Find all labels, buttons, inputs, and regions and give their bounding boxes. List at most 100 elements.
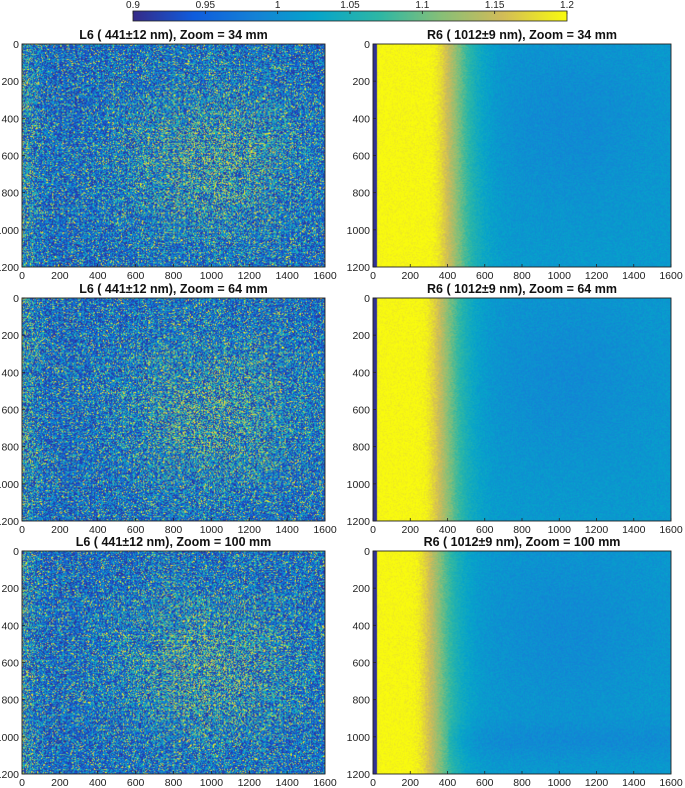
x-tick-label: 600	[127, 777, 145, 788]
x-tick-label: 1400	[275, 777, 299, 788]
heatmap-panel-2: R6 ( 1012±9 nm), Zoom = 34 mm 0 200 400 600 8…	[347, 28, 683, 282]
x-tick-label: 200	[401, 777, 419, 788]
y-tick-label: 200	[1, 583, 19, 595]
x-tick-label: 200	[51, 524, 69, 536]
y-tick-label: 600	[1, 658, 19, 670]
x-tick-label: 1200	[238, 524, 262, 536]
y-tick-label: 600	[352, 658, 370, 670]
x-tick-label: 200	[401, 524, 419, 536]
y-tick-label: 0	[364, 293, 370, 305]
x-tick-label: 1000	[200, 524, 224, 536]
x-tick-label: 1000	[200, 777, 224, 788]
x-tick-label: 800	[513, 777, 531, 788]
x-tick-label: 1600	[659, 777, 683, 788]
colorbar-tick-label: 1.05	[340, 0, 360, 11]
colorbar-tick-label: 1	[275, 0, 281, 11]
x-tick-label: 1600	[659, 524, 683, 536]
x-tick-label: 600	[127, 270, 145, 282]
colorbar-tick-label: 0.95	[196, 0, 216, 11]
x-tick-label: 400	[89, 270, 107, 282]
y-tick-label: 200	[1, 76, 19, 88]
x-tick-label: 400	[89, 524, 107, 536]
y-tick-label: 1200	[0, 516, 19, 528]
y-tick-label: 0	[13, 546, 19, 558]
x-tick-label: 1600	[313, 524, 337, 536]
y-tick-label: 1200	[0, 769, 19, 781]
x-tick-label: 800	[165, 777, 183, 788]
y-tick-label: 1000	[347, 479, 371, 491]
x-tick-label: 200	[401, 270, 419, 282]
y-tick-label: 0	[364, 39, 370, 51]
panel-title: R6 ( 1012±9 nm), Zoom = 34 mm	[427, 28, 617, 42]
y-tick-label: 400	[1, 367, 19, 379]
x-tick-label: 1400	[622, 777, 646, 788]
y-tick-label: 1000	[347, 732, 371, 744]
panel-title: L6 ( 441±12 nm), Zoom = 100 mm	[76, 535, 271, 549]
heatmap-panel-4: R6 ( 1012±9 nm), Zoom = 64 mm 0 200 400 600 8…	[347, 282, 683, 536]
x-tick-label: 0	[19, 777, 25, 788]
x-tick-label: 1600	[659, 270, 683, 282]
y-tick-label: 0	[13, 293, 19, 305]
panel-title: L6 ( 441±12 nm), Zoom = 64 mm	[79, 282, 268, 296]
x-tick-label: 400	[439, 777, 457, 788]
y-tick-label: 600	[1, 151, 19, 163]
y-tick-label: 400	[352, 367, 370, 379]
x-tick-label: 1400	[275, 524, 299, 536]
y-tick-label: 800	[1, 188, 19, 200]
x-tick-label: 1200	[238, 777, 262, 788]
x-tick-label: 1600	[313, 270, 337, 282]
y-tick-label: 800	[352, 188, 370, 200]
y-tick-label: 600	[352, 405, 370, 417]
x-tick-label: 0	[370, 524, 376, 536]
x-tick-label: 800	[513, 270, 531, 282]
panel-title: R6 ( 1012±9 nm), Zoom = 100 mm	[424, 535, 621, 549]
colorbar-tick-label: 1.2	[560, 0, 574, 11]
x-tick-label: 800	[513, 524, 531, 536]
panel-title: L6 ( 441±12 nm), Zoom = 34 mm	[79, 28, 268, 42]
x-tick-label: 800	[165, 270, 183, 282]
x-tick-label: 1000	[200, 270, 224, 282]
x-tick-label: 1000	[548, 524, 572, 536]
y-tick-label: 1200	[347, 262, 371, 274]
x-tick-label: 1200	[238, 270, 262, 282]
x-tick-label: 400	[89, 777, 107, 788]
panel-title: R6 ( 1012±9 nm), Zoom = 64 mm	[427, 282, 617, 296]
y-tick-label: 600	[352, 151, 370, 163]
y-tick-label: 400	[1, 113, 19, 125]
x-tick-label: 1000	[548, 270, 572, 282]
y-tick-label: 0	[13, 39, 19, 51]
heatmap-image	[373, 551, 671, 774]
x-tick-label: 400	[439, 524, 457, 536]
x-tick-label: 600	[476, 524, 494, 536]
y-tick-label: 0	[364, 546, 370, 558]
heatmap-image	[22, 298, 325, 521]
y-tick-label: 400	[1, 620, 19, 632]
y-tick-label: 1200	[347, 769, 371, 781]
x-tick-label: 0	[19, 524, 25, 536]
heatmap-panel-6: R6 ( 1012±9 nm), Zoom = 100 mm 0 200 400 600…	[347, 535, 683, 788]
x-tick-label: 200	[51, 777, 69, 788]
y-tick-label: 1200	[0, 262, 19, 274]
heatmap-image	[373, 298, 671, 521]
x-tick-label: 0	[370, 270, 376, 282]
x-tick-label: 1200	[585, 777, 609, 788]
x-tick-label: 1200	[585, 524, 609, 536]
y-tick-label: 800	[352, 695, 370, 707]
y-tick-label: 1000	[0, 225, 19, 237]
heatmap-panel-5: L6 ( 441±12 nm), Zoom = 100 mm 0 200 400 600…	[0, 535, 337, 788]
y-tick-label: 400	[352, 620, 370, 632]
y-tick-label: 800	[1, 695, 19, 707]
colorbar-tick-label: 1.15	[485, 0, 505, 11]
x-tick-label: 600	[127, 524, 145, 536]
x-tick-label: 1200	[585, 270, 609, 282]
x-tick-label: 1600	[313, 777, 337, 788]
y-tick-label: 600	[1, 405, 19, 417]
heatmap-panel-3: L6 ( 441±12 nm), Zoom = 64 mm 0 200 400 600 8…	[0, 282, 337, 536]
x-tick-label: 1000	[548, 777, 572, 788]
colorbar-tick-label: 0.9	[126, 0, 140, 11]
x-tick-label: 1400	[275, 270, 299, 282]
colorbar: 0.9 0.95 1 1.05 1.1 1.15 1.2	[126, 0, 574, 22]
y-tick-label: 1000	[0, 732, 19, 744]
x-tick-label: 0	[370, 777, 376, 788]
y-tick-label: 200	[352, 330, 370, 342]
